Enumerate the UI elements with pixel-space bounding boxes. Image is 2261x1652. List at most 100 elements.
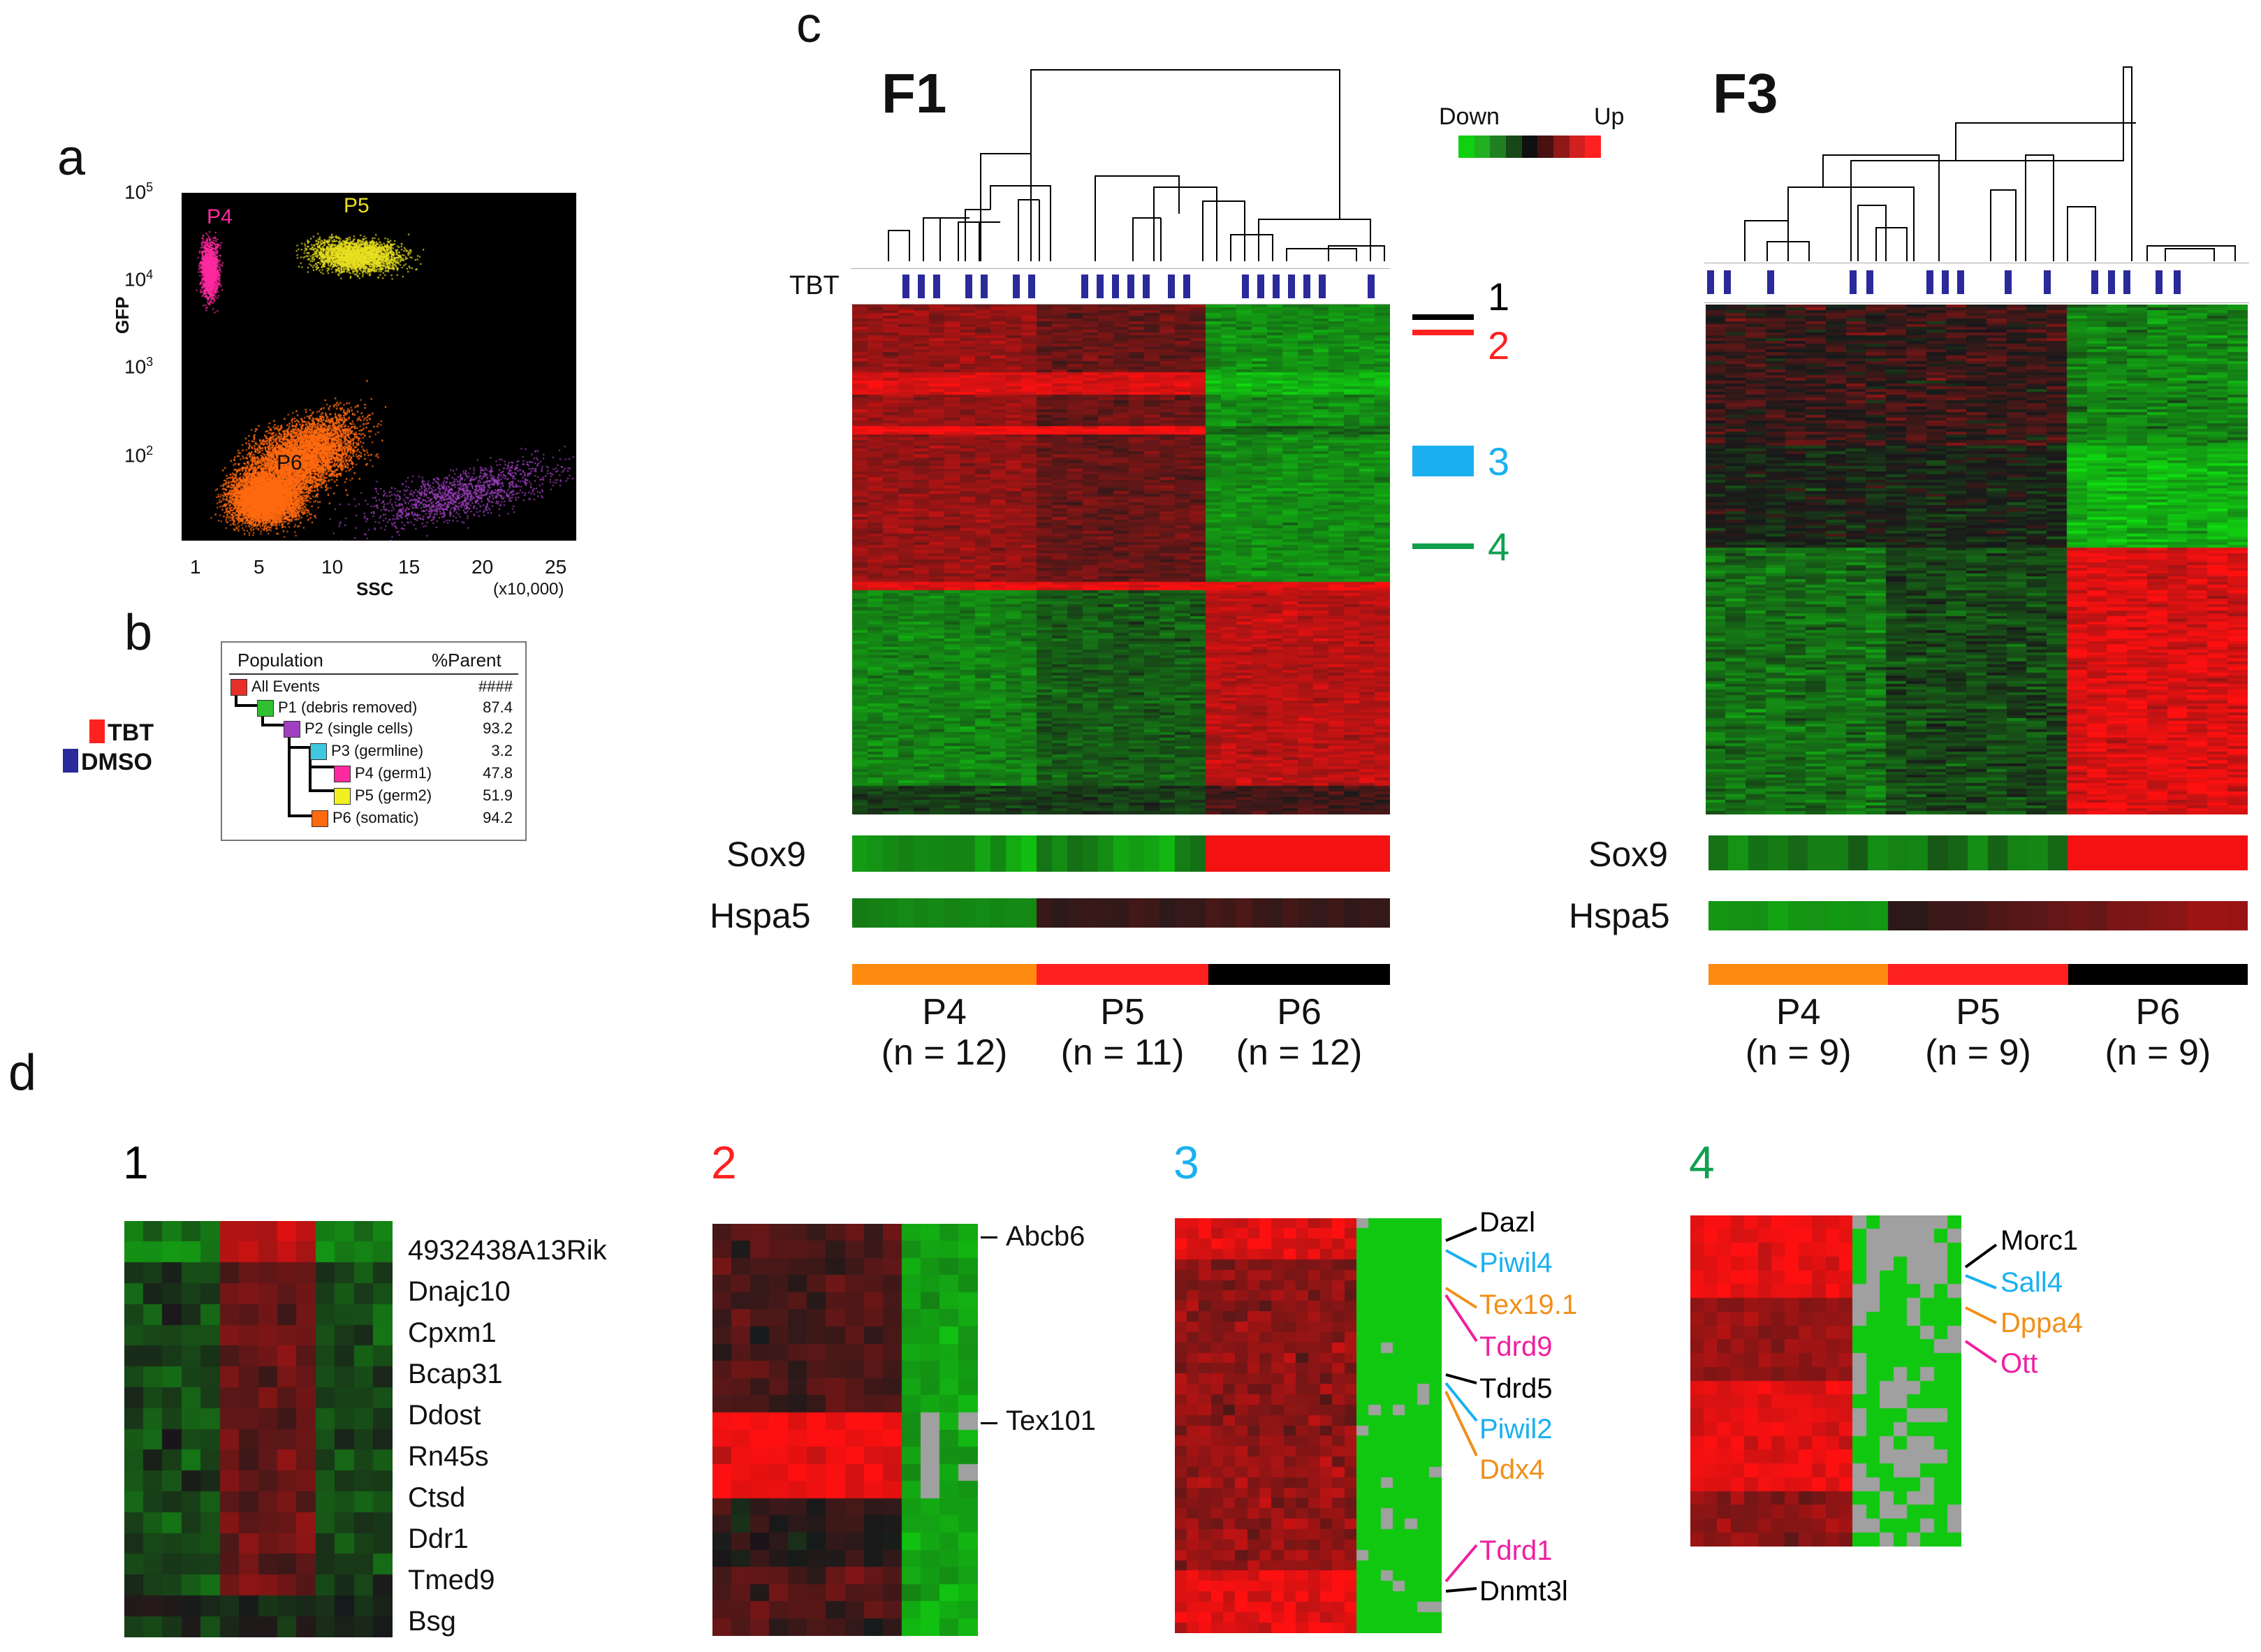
heatmap-cells: [1708, 835, 2248, 870]
tbt-mark: [1127, 275, 1134, 298]
heatmap-cells: [852, 305, 1390, 814]
tbt-mark: [933, 275, 940, 298]
gate-name: P2 (single cells): [305, 719, 414, 737]
tbt-mark: [1168, 275, 1175, 298]
f1-group-labels: P4 (n = 12) P5 (n = 11) P6 (n = 12): [852, 992, 1390, 1073]
color-scale-bar: [1458, 136, 1602, 158]
f1-title: F1: [881, 62, 947, 124]
gate-swatch: [312, 810, 328, 827]
scale-step: [1553, 136, 1569, 158]
scale-step: [1490, 136, 1507, 158]
scale-step: [1458, 136, 1475, 158]
gate-value: 47.8: [483, 764, 513, 782]
detail-4-gene-morc1: Morc1: [2000, 1225, 2079, 1256]
gate-value: 93.2: [483, 719, 513, 737]
tbt-mark: [2005, 270, 2012, 294]
y-tick: 105: [124, 180, 154, 203]
cluster-label-4: 4: [1488, 525, 1510, 569]
heatmap-cells: [852, 898, 1390, 928]
detail-3-heatmap: [1175, 1218, 1442, 1633]
heatmap-cells: [124, 1221, 393, 1637]
detail-2-title: 2: [711, 1136, 737, 1188]
heatmap-cells: [1175, 1218, 1442, 1633]
f1-group-p6: P6 (n = 12): [1236, 992, 1363, 1074]
f1-group-p5: P5 (n = 11): [1060, 992, 1185, 1074]
tbt-mark: [902, 275, 909, 298]
tbt-mark: [1368, 275, 1375, 298]
group-bar-segment: [2068, 964, 2248, 985]
detail-2-heatmap: [712, 1224, 978, 1636]
tbt-mark: [1183, 275, 1190, 298]
f1-tbt-row-label: TBT: [789, 271, 840, 300]
f3-sox9-strip: [1708, 835, 2248, 870]
group-bar-segment: [1708, 964, 1889, 985]
tbt-mark: [1767, 270, 1774, 294]
detail-3-gene-tex19: Tex19.1: [1479, 1289, 1578, 1320]
tbt-mark: [1013, 275, 1020, 298]
tbt-mark: [2174, 270, 2181, 294]
group-bar-segment: [1037, 964, 1208, 985]
detail-2-pointer: [981, 1422, 997, 1424]
cluster-label-1: 1: [1488, 275, 1510, 319]
tbt-mark: [981, 275, 988, 298]
detail-3-gene-piwil2: Piwil2: [1479, 1414, 1553, 1445]
x-tick: 20: [471, 556, 494, 578]
detail-2-pointer: [981, 1236, 997, 1238]
flow-ylabel: GFP: [112, 296, 133, 334]
gate-value: 87.4: [483, 699, 513, 716]
scale-step: [1474, 136, 1491, 158]
gate-value: 94.2: [483, 809, 513, 826]
detail-1-heatmap: [124, 1221, 393, 1637]
x-tick: 5: [254, 556, 265, 578]
f1-hspa5-strip: [852, 898, 1390, 928]
scale-down-label: Down: [1439, 103, 1500, 130]
group-bar-segment: [852, 964, 1037, 985]
tbt-mark: [1926, 270, 1933, 294]
tbt-mark: [1288, 275, 1295, 298]
legend-dmso-label: DMSO: [81, 749, 152, 775]
scale-step: [1506, 136, 1522, 158]
group-bar-segment: [1888, 964, 2068, 985]
tbt-mark: [1866, 270, 1873, 294]
tbt-mark: [965, 275, 972, 298]
flow-y-axis: [178, 193, 182, 541]
tbt-mark: [1303, 275, 1310, 298]
flow-scatter: [182, 193, 576, 541]
flow-xunit: (x10,000): [493, 580, 564, 599]
f1-heatmap: [852, 305, 1390, 814]
tbt-mark: [2091, 270, 2098, 294]
heatmap-cells: [712, 1224, 978, 1636]
gate-swatch: [310, 743, 327, 760]
f1-sox9-strip: [852, 835, 1390, 872]
tbt-mark: [1028, 275, 1035, 298]
f3-group-p4: P4 (n = 9): [1745, 992, 1852, 1074]
cluster-marker-1: [1412, 314, 1474, 320]
detail-1-gene: Tmed9: [408, 1565, 495, 1595]
tbt-mark: [1097, 275, 1104, 298]
x-tick: 15: [398, 556, 420, 578]
tbt-mark: [1112, 275, 1119, 298]
detail-3-gene-tdrd1: Tdrd1: [1479, 1535, 1553, 1566]
heatmap-cells: [1708, 901, 2248, 930]
f3-group-p5: P5 (n = 9): [1925, 992, 2031, 1074]
heatmap-cells: [1690, 1215, 1961, 1547]
detail-4-pointers: [1964, 1243, 1998, 1364]
cluster-marker-3: [1412, 446, 1474, 476]
f1-group-p4: P4 (n = 12): [881, 992, 1008, 1074]
tbt-mark: [1242, 275, 1249, 298]
gate-name: P3 (germline): [331, 742, 424, 759]
gate-value: 51.9: [483, 787, 513, 804]
gate-swatch: [334, 766, 351, 782]
legend-tbt-label: TBT: [108, 719, 154, 746]
scale-step: [1521, 136, 1538, 158]
detail-3-gene-piwil4: Piwil4: [1479, 1248, 1553, 1278]
detail-1-title: 1: [123, 1136, 149, 1188]
scale-step: [1585, 136, 1602, 158]
detail-1-gene: Bcap31: [408, 1359, 503, 1389]
gate-name: P6 (somatic): [332, 809, 419, 826]
detail-1-gene: Cpxm1: [408, 1317, 497, 1348]
panel-letter-c: c: [796, 0, 821, 53]
tbt-mark: [2123, 270, 2130, 294]
detail-3-gene-tdrd9: Tdrd9: [1479, 1331, 1553, 1362]
f3-group-p6: P6 (n = 9): [2105, 992, 2211, 1074]
